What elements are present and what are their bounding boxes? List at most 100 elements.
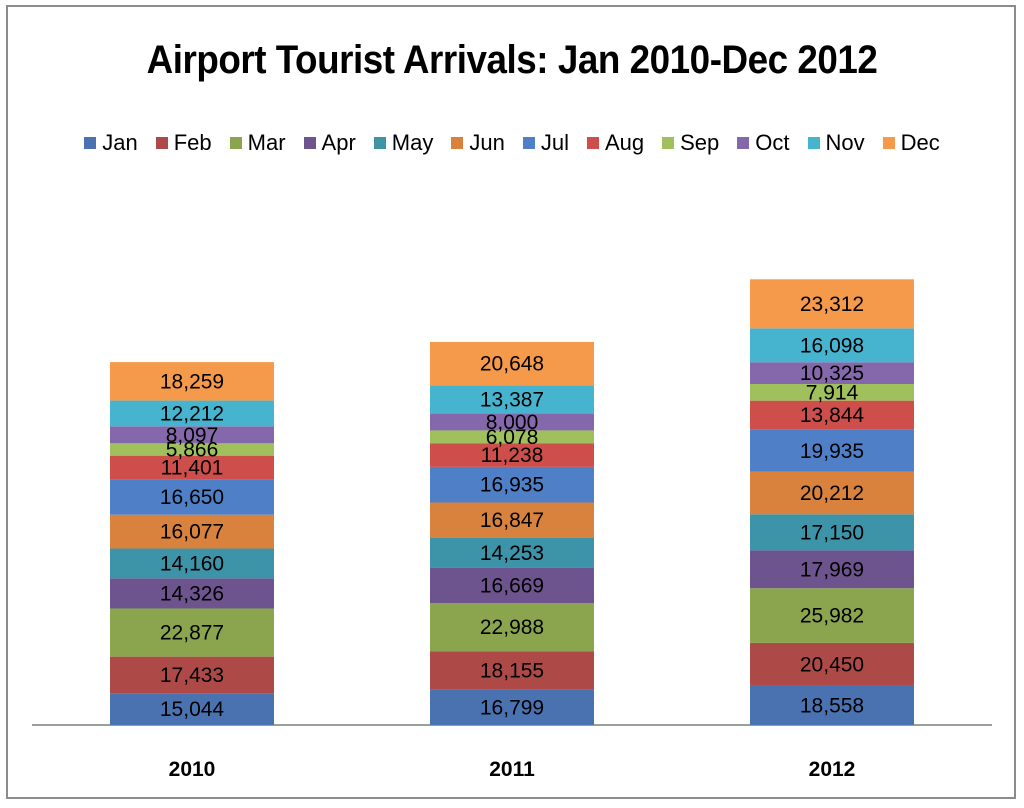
legend-item-feb: Feb — [155, 130, 212, 156]
data-label-2012-sep: 7,914 — [806, 381, 859, 404]
data-label-2011-apr: 16,669 — [480, 575, 544, 598]
legend-item-dec: Dec — [882, 130, 940, 156]
legend-item-jul: Jul — [522, 130, 569, 156]
data-label-2012-jul: 19,935 — [800, 440, 864, 463]
data-label-2010-mar: 22,877 — [160, 622, 224, 645]
legend-swatch — [155, 137, 168, 149]
bar-segment-2011-apr — [430, 567, 594, 604]
bar-segment-2010-dec — [110, 362, 274, 401]
bar-segment-2012-aug — [750, 400, 914, 430]
data-label-2010-feb: 17,433 — [160, 664, 224, 687]
data-label-2011-jun: 16,847 — [480, 509, 544, 532]
bar-segment-2012-nov — [750, 328, 914, 363]
data-label-2010-apr: 14,326 — [160, 582, 224, 605]
data-label-2011-feb: 18,155 — [480, 660, 544, 683]
legend-label: Oct — [755, 130, 790, 155]
legend-swatch — [303, 137, 316, 149]
data-label-2010-nov: 12,212 — [160, 402, 224, 425]
data-label-2011-jan: 16,799 — [480, 696, 544, 719]
bar-segment-2010-feb — [110, 656, 274, 694]
legend-label: Jul — [540, 130, 569, 155]
legend-item-apr: Apr — [303, 130, 356, 156]
bar-segment-2010-mar — [110, 608, 274, 657]
data-label-2012-nov: 16,098 — [800, 334, 864, 357]
category-label-2012: 2012 — [809, 758, 856, 781]
data-label-2012-oct: 10,325 — [800, 362, 864, 385]
bar-segments — [110, 279, 914, 725]
legend-swatch — [229, 137, 242, 149]
bar-segment-2011-jul — [430, 466, 594, 503]
bar-segment-2012-dec — [750, 279, 914, 329]
legend-label: Apr — [321, 130, 356, 155]
data-label-2011-sep: 6,078 — [486, 426, 539, 449]
legend-swatch — [373, 137, 386, 149]
bar-segment-2012-apr — [750, 550, 914, 589]
legend-item-mar: Mar — [229, 130, 286, 156]
data-label-2010-jan: 15,044 — [160, 698, 225, 721]
data-label-2010-jun: 16,077 — [160, 521, 224, 544]
bar-segment-2011-aug — [430, 443, 594, 467]
bar-segment-2010-may — [110, 548, 274, 579]
bar-segment-2011-mar — [430, 603, 594, 652]
data-label-2010-dec: 18,259 — [160, 370, 224, 393]
data-labels: 15,044 17,433 22,877 14,326 14,160 16,077 16,6… — [160, 293, 865, 721]
legend-swatch — [807, 137, 820, 149]
bar-segment-2011-nov — [430, 385, 594, 414]
bar-segment-2011-dec — [430, 341, 594, 386]
bar-segment-2011-feb — [430, 651, 594, 690]
legend-item-nov: Nov — [807, 130, 865, 156]
data-label-2011-dec: 20,648 — [480, 353, 544, 376]
data-label-2012-aug: 13,844 — [800, 404, 865, 427]
legend-label: Sep — [680, 130, 720, 155]
data-label-2011-aug: 11,238 — [481, 444, 544, 467]
category-labels: 2010 2011 2012 — [169, 758, 856, 781]
bar-segment-2012-feb — [750, 642, 914, 686]
data-label-2012-jan: 18,558 — [800, 694, 864, 717]
bar-segment-2010-nov — [110, 400, 274, 427]
data-label-2010-sep: 5,866 — [166, 438, 219, 461]
legend-item-jun: Jun — [451, 130, 505, 156]
bar-segment-2011-sep — [430, 430, 594, 444]
data-label-2011-may: 14,253 — [480, 542, 544, 565]
category-label-2010: 2010 — [169, 758, 216, 781]
legend-swatch — [522, 137, 535, 149]
legend-label: Dec — [900, 130, 940, 155]
data-label-2010-aug: 11,401 — [161, 457, 224, 480]
data-label-2010-oct: 8,097 — [166, 424, 219, 447]
bar-segment-2012-may — [750, 514, 914, 551]
bar-segment-2010-aug — [110, 455, 274, 480]
legend-swatch — [662, 137, 675, 149]
data-label-2012-jun: 20,212 — [800, 482, 864, 505]
bar-segment-2012-oct — [750, 362, 914, 384]
data-label-2011-jul: 16,935 — [480, 474, 544, 497]
legend-label: Mar — [247, 130, 286, 155]
data-label-2011-mar: 22,988 — [480, 616, 544, 639]
bar-segment-2011-jun — [430, 502, 594, 538]
bar-segment-2011-oct — [430, 413, 594, 431]
data-label-2012-dec: 23,312 — [800, 293, 864, 316]
legend-item-oct: Oct — [737, 130, 790, 156]
data-label-2010-jul: 16,650 — [160, 486, 224, 509]
legend-swatch — [84, 137, 97, 149]
bar-segment-2010-oct — [110, 426, 274, 444]
chart-title: Airport Tourist Arrivals: Jan 2010-Dec 2… — [146, 38, 878, 82]
bar-segment-2012-jan — [750, 685, 914, 725]
bar-segment-2010-jan — [110, 693, 274, 725]
legend-label: Jan — [102, 130, 138, 155]
bar-segment-2012-jul — [750, 429, 914, 472]
legend-swatch — [586, 137, 599, 149]
legend-swatch — [737, 137, 750, 149]
bar-segment-2011-jan — [430, 689, 594, 725]
legend-label: Aug — [604, 130, 645, 155]
data-label-2011-nov: 13,387 — [480, 388, 544, 411]
bar-segment-2010-jul — [110, 479, 274, 515]
category-label-2011: 2011 — [489, 758, 535, 781]
bar-segment-2012-sep — [750, 383, 914, 401]
bar-segment-2011-may — [430, 537, 594, 568]
bar-segment-2010-jun — [110, 514, 274, 549]
legend-item-jan: Jan — [84, 130, 138, 156]
legend-swatch — [451, 137, 464, 149]
data-label-2012-apr: 17,969 — [800, 558, 864, 581]
legend-swatch — [882, 137, 895, 149]
